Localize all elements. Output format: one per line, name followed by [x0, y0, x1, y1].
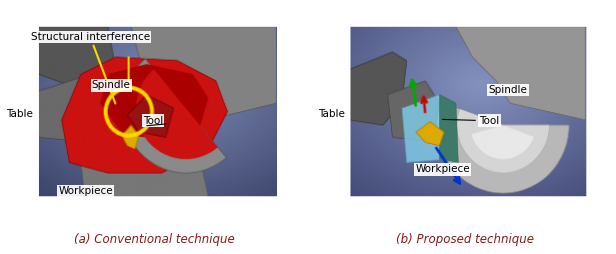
Text: Spindle: Spindle — [92, 81, 131, 90]
Text: Structural interference: Structural interference — [31, 32, 150, 103]
Text: Table: Table — [6, 109, 33, 119]
Text: Workpiece: Workpiece — [59, 186, 113, 196]
Text: Tool: Tool — [443, 116, 500, 126]
Text: (b) Proposed technique: (b) Proposed technique — [396, 233, 534, 246]
Text: Table: Table — [318, 109, 345, 119]
Text: Tool: Tool — [143, 116, 163, 126]
Text: Spindle: Spindle — [488, 85, 527, 95]
Text: Workpiece: Workpiece — [416, 164, 470, 174]
Text: (a) Conventional technique: (a) Conventional technique — [74, 233, 234, 246]
